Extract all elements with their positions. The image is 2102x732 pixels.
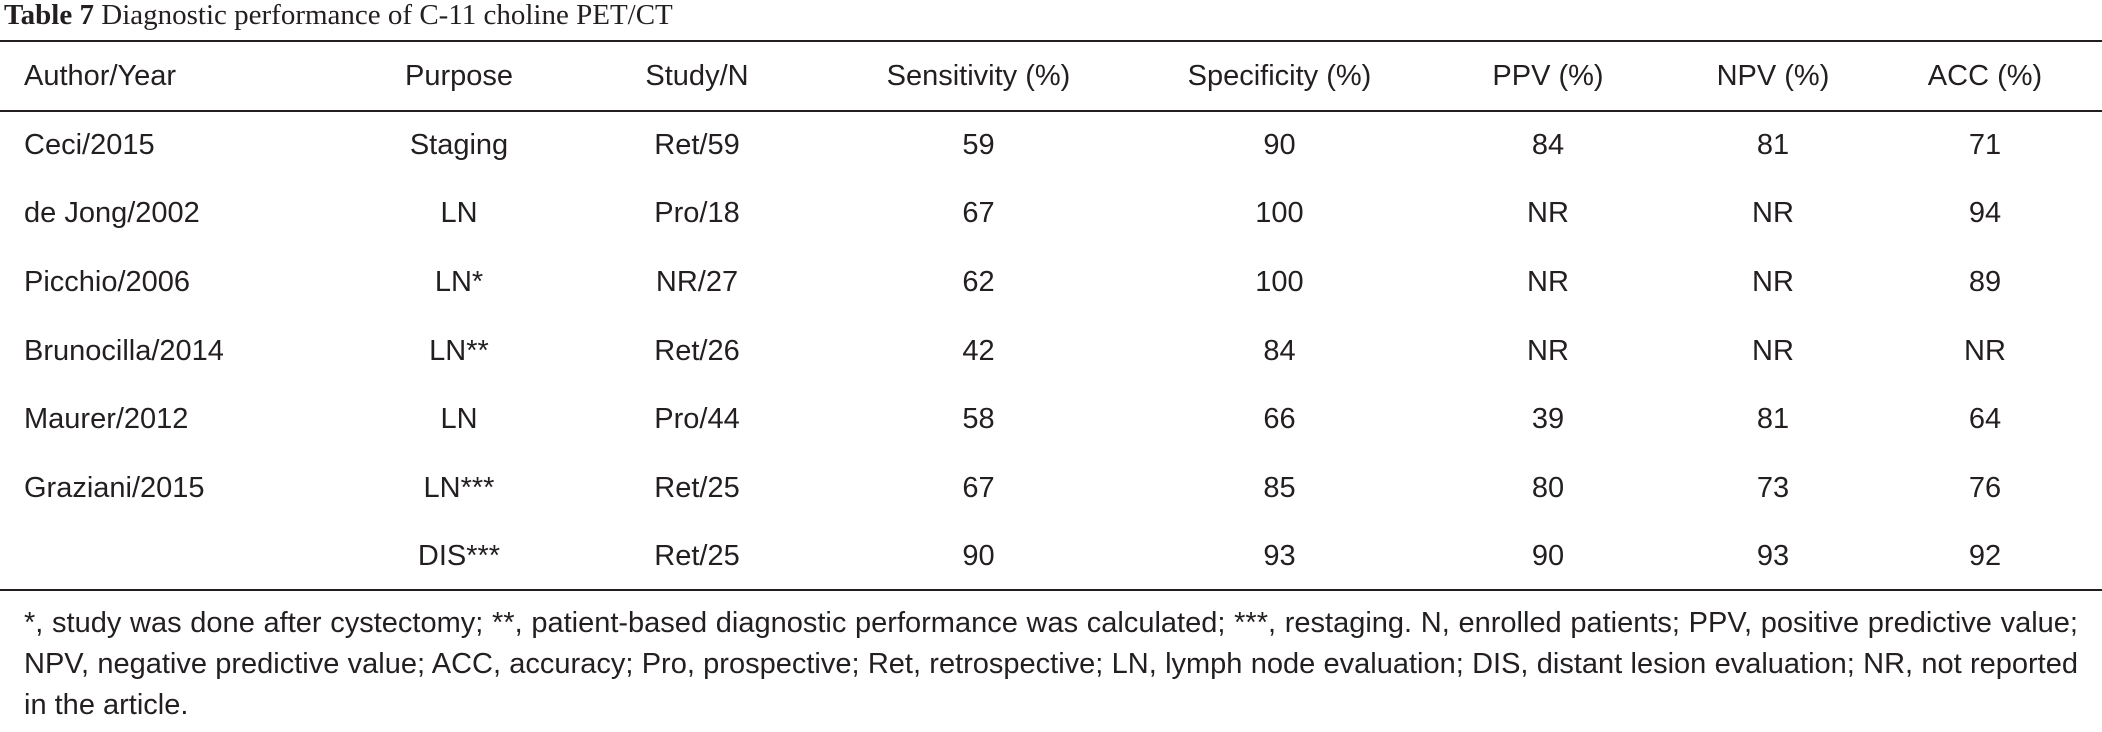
table-row: DIS*** Ret/25 90 93 90 93 92: [0, 523, 2102, 592]
cell-author-year: [0, 523, 340, 592]
table-row: Picchio/2006 LN* NR/27 62 100 NR NR 89: [0, 248, 2102, 317]
cell-sensitivity: 67: [962, 197, 995, 230]
cell-sensitivity: 58: [962, 403, 995, 436]
table-row: Maurer/2012 LN Pro/44 58 66 39 81 64: [0, 385, 2102, 454]
cell-npv: 81: [1756, 128, 1790, 161]
cell-study-n: Ret/25: [654, 471, 740, 504]
cell-acc: NR: [1964, 334, 2006, 367]
col-header-specificity: Specificity (%): [1187, 60, 1372, 92]
cell-npv: NR: [1752, 197, 1794, 230]
cell-acc: 92: [1968, 540, 2002, 573]
cell-specificity: 84: [1263, 334, 1296, 367]
cell-specificity: 85: [1263, 471, 1296, 504]
col-header-purpose: Purpose: [404, 60, 513, 92]
cell-purpose: LN: [440, 403, 478, 436]
cell-sensitivity: 90: [962, 540, 995, 573]
table-row: Ceci/2015 Staging Ret/59 59 90 84 81 71: [0, 111, 2102, 180]
cell-sensitivity: 67: [962, 471, 995, 504]
cell-ppv: 84: [1531, 128, 1565, 161]
cell-ppv: NR: [1527, 197, 1569, 230]
cell-npv: 93: [1756, 540, 1790, 573]
cell-author-year: Graziani/2015: [24, 471, 205, 504]
col-header-acc: ACC (%): [1927, 60, 2043, 92]
cell-sensitivity: 42: [962, 334, 995, 367]
header-row: Author/Year Purpose Study/N Sensitivity …: [0, 42, 2102, 111]
cell-ppv: 39: [1531, 403, 1565, 436]
cell-specificity: 93: [1263, 540, 1296, 573]
table-caption: Table 7 Diagnostic performance of C-11 c…: [4, 0, 673, 34]
cell-ppv: 80: [1531, 471, 1565, 504]
cell-study-n: Ret/26: [654, 334, 740, 367]
col-header-npv: NPV (%): [1716, 60, 1830, 92]
col-header-study-n: Study/N: [645, 60, 749, 92]
cell-specificity: 66: [1263, 403, 1296, 436]
cell-sensitivity: 59: [962, 128, 995, 161]
cell-acc: 76: [1968, 471, 2002, 504]
header-rule: [0, 110, 2102, 112]
cell-acc: 89: [1968, 265, 2002, 298]
cell-study-n: Pro/18: [654, 197, 740, 230]
cell-purpose: LN*: [434, 265, 484, 298]
diagnostic-performance-table: Author/Year Purpose Study/N Sensitivity …: [0, 42, 2102, 591]
cell-npv: 81: [1756, 403, 1790, 436]
cell-acc: 64: [1968, 403, 2002, 436]
table-label: Table 7: [4, 0, 94, 31]
cell-purpose: LN: [440, 197, 478, 230]
cell-ppv: NR: [1527, 334, 1569, 367]
cell-npv: NR: [1752, 265, 1794, 298]
table-row: Graziani/2015 LN*** Ret/25 67 85 80 73 7…: [0, 454, 2102, 523]
col-header-author-year: Author/Year: [24, 60, 177, 92]
cell-ppv: NR: [1527, 265, 1569, 298]
top-rule: [0, 40, 2102, 42]
table-title: Diagnostic performance of C-11 choline P…: [101, 0, 673, 31]
cell-purpose: DIS***: [417, 540, 501, 573]
cell-acc: 94: [1968, 197, 2002, 230]
table-row: Brunocilla/2014 LN** Ret/26 42 84 NR NR …: [0, 317, 2102, 386]
cell-npv: 73: [1756, 471, 1790, 504]
col-header-sensitivity: Sensitivity (%): [886, 60, 1071, 92]
cell-npv: NR: [1752, 334, 1794, 367]
cell-study-n: NR/27: [655, 265, 739, 298]
cell-author-year: Maurer/2012: [24, 403, 189, 436]
cell-specificity: 100: [1255, 197, 1304, 230]
cell-acc: 71: [1968, 128, 2002, 161]
cell-specificity: 90: [1263, 128, 1296, 161]
cell-author-year: Ceci/2015: [24, 128, 155, 161]
cell-study-n: Ret/25: [654, 540, 740, 573]
cell-ppv: 90: [1531, 540, 1565, 573]
cell-purpose: LN**: [429, 334, 489, 367]
cell-study-n: Ret/59: [654, 128, 740, 161]
col-header-ppv: PPV (%): [1492, 60, 1604, 92]
table-footnote: *, study was done after cystectomy; **, …: [24, 607, 2078, 721]
bottom-rule: [0, 589, 2102, 591]
cell-specificity: 100: [1255, 265, 1304, 298]
table-row: de Jong/2002 LN Pro/18 67 100 NR NR 94: [0, 180, 2102, 249]
cell-sensitivity: 62: [962, 265, 995, 298]
cell-purpose: Staging: [409, 128, 509, 161]
cell-author-year: de Jong/2002: [24, 197, 200, 230]
cell-study-n: Pro/44: [654, 403, 740, 436]
cell-purpose: LN***: [423, 471, 495, 504]
cell-author-year: Brunocilla/2014: [24, 334, 224, 367]
cell-author-year: Picchio/2006: [24, 265, 191, 298]
